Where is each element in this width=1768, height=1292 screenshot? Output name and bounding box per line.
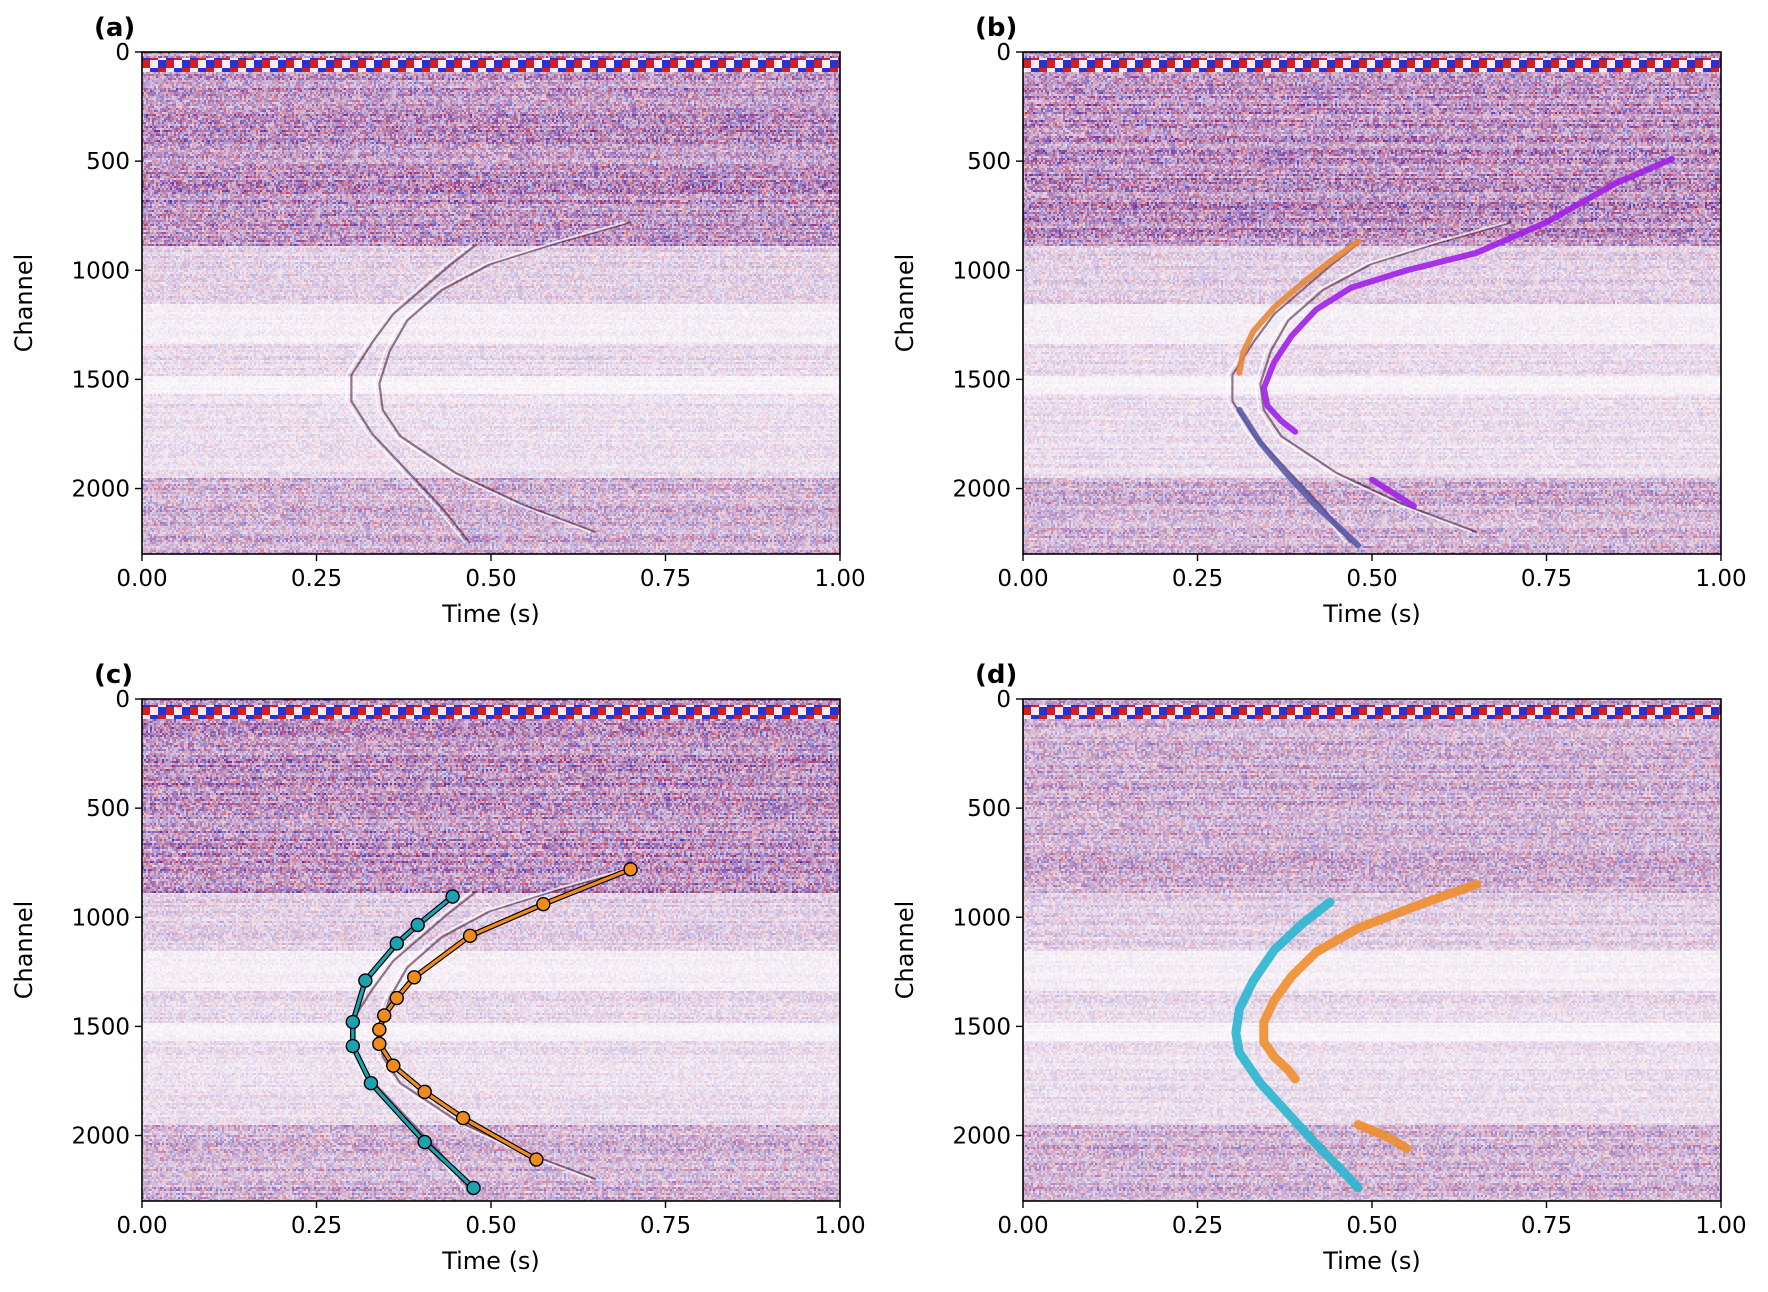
y-tick-label: 0 (115, 687, 130, 713)
panel-d: 0.00 0.25 0.50 0.75 1.00 0 500 1000 1500 2000 Time… (891, 660, 1747, 1275)
y-tick-label: 1000 (952, 258, 1011, 284)
data-point (372, 1036, 387, 1052)
x-tick-label: 0.75 (1521, 1213, 1572, 1239)
data-point (466, 1180, 481, 1196)
x-tick-label: 0.75 (640, 566, 691, 592)
x-axis-label: Time (s) (441, 1247, 540, 1275)
data-point (372, 1022, 387, 1037)
x-tick-label: 0.00 (997, 566, 1048, 592)
x-tick-label: 1.00 (1695, 566, 1746, 592)
picked-event-curve (1259, 880, 1482, 1084)
picked-event-curve (1236, 406, 1362, 549)
data-point (363, 1075, 379, 1091)
x-tick-label: 0.50 (1346, 1213, 1397, 1239)
picked-event-curve (1260, 155, 1676, 435)
y-tick-label: 1500 (71, 1014, 130, 1040)
y-tick-label: 1000 (952, 905, 1011, 931)
series-line (377, 867, 632, 1161)
x-axis-label: Time (s) (1322, 1247, 1421, 1275)
data-point (445, 889, 460, 904)
x-tick-label: 0.25 (291, 1213, 342, 1239)
x-tick-label: 0.50 (465, 1213, 516, 1239)
panel-c: 0.00 0.25 0.50 0.75 1.00 0 500 1000 1500 2000 Time… (10, 660, 866, 1275)
x-tick-label: 0.75 (640, 1213, 691, 1239)
data-point (536, 896, 551, 912)
wavefront-event (378, 221, 631, 534)
picked-event-curve (1353, 1120, 1412, 1154)
y-tick-label: 500 (86, 149, 130, 175)
data-point (407, 970, 422, 985)
x-axis-label: Time (s) (441, 600, 540, 628)
y-tick-label: 1500 (952, 367, 1011, 393)
data-point (358, 973, 373, 988)
x-tick-label: 0.25 (1172, 566, 1223, 592)
wavefront-event (350, 243, 478, 544)
data-point (623, 862, 638, 877)
data-point (462, 928, 478, 944)
wavefront-shadow (1254, 221, 1507, 534)
seismic-heatmap (1023, 52, 1721, 554)
wavefront-event (1231, 243, 1359, 544)
x-tick-label: 0.00 (997, 1213, 1048, 1239)
x-tick-label: 1.00 (814, 566, 865, 592)
seismic-heatmap (142, 52, 840, 554)
y-tick-label: 1000 (71, 258, 130, 284)
panel-b: 0.00 0.25 0.50 0.75 1.00 0 500 1000 1500 2000 Time… (891, 13, 1747, 628)
data-point (455, 1110, 471, 1126)
data-point (410, 917, 425, 933)
y-tick-label: 1000 (71, 905, 130, 931)
y-tick-label: 2000 (952, 477, 1011, 503)
picked-event-curve (1369, 476, 1417, 509)
y-axis-label: Channel (10, 254, 38, 353)
x-tick-label: 1.00 (1695, 1213, 1746, 1239)
seismic-heatmap (1023, 699, 1721, 1201)
panel-a: 0.00 0.25 0.50 0.75 1.00 0 500 1000 1500 2000 Time… (10, 13, 866, 628)
data-point (345, 1014, 360, 1030)
data-point (377, 1008, 392, 1023)
y-tick-label: 2000 (952, 1124, 1011, 1150)
y-tick-label: 0 (115, 40, 130, 66)
y-tick-label: 500 (86, 796, 130, 822)
y-tick-label: 2000 (71, 1124, 130, 1150)
panel-label: (d) (975, 660, 1017, 690)
x-axis-label: Time (s) (1322, 600, 1421, 628)
x-tick-label: 0.50 (1346, 566, 1397, 592)
panel-label: (c) (94, 660, 133, 690)
data-point (389, 936, 404, 951)
picked-event-curve (1231, 897, 1363, 1193)
y-axis-label: Channel (10, 901, 38, 1000)
y-axis-label: Channel (891, 254, 919, 353)
panel-label: (b) (975, 13, 1017, 43)
y-tick-label: 0 (996, 687, 1011, 713)
y-tick-label: 1500 (71, 367, 130, 393)
data-point (345, 1038, 360, 1054)
wavefront-event (1259, 221, 1512, 534)
x-tick-label: 0.25 (1172, 1213, 1223, 1239)
data-point (417, 1134, 432, 1150)
data-point (417, 1084, 432, 1100)
y-tick-label: 1500 (952, 1014, 1011, 1040)
x-tick-label: 0.00 (116, 566, 167, 592)
x-tick-label: 0.00 (116, 1213, 167, 1239)
y-tick-label: 2000 (71, 477, 130, 503)
data-point (389, 990, 404, 1006)
x-tick-label: 0.75 (1521, 566, 1572, 592)
y-tick-label: 500 (967, 149, 1011, 175)
y-tick-label: 500 (967, 796, 1011, 822)
x-tick-label: 1.00 (814, 1213, 865, 1239)
x-tick-label: 0.25 (291, 566, 342, 592)
seismic-heatmap (142, 699, 840, 1201)
picked-event-curve (1236, 238, 1362, 376)
wavefront-shadow (373, 221, 626, 534)
y-axis-label: Channel (891, 901, 919, 1000)
panel-label: (a) (94, 13, 135, 43)
y-tick-label: 0 (996, 40, 1011, 66)
data-point (529, 1152, 544, 1167)
x-tick-label: 0.50 (465, 566, 516, 592)
data-point (386, 1058, 401, 1073)
wavefront-shadow (345, 243, 473, 544)
